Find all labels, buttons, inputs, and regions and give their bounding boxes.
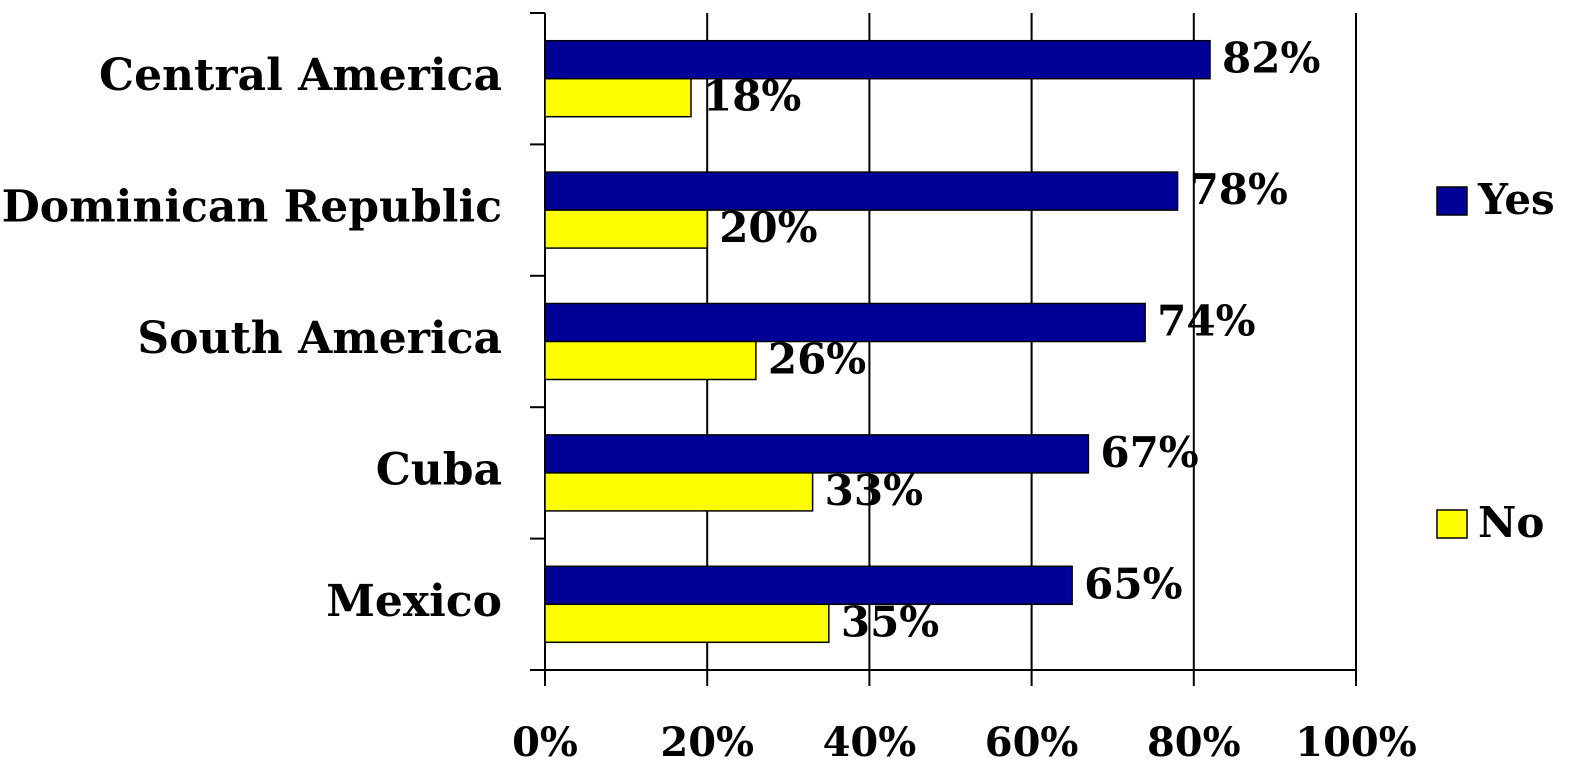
legend-label: Yes [1477,175,1555,224]
legend-swatch [1436,186,1468,216]
x-tick-label: 0% [512,719,578,766]
bar [544,77,692,118]
value-label: 65% [1084,559,1182,608]
value-label: 78% [1190,165,1288,214]
bar [544,302,1146,343]
bar [544,340,757,381]
y-tick-label: South America [137,313,502,364]
y-tick-label: Central America [99,50,502,101]
x-tick-label: 20% [660,719,754,766]
x-tick-label: 40% [823,719,917,766]
y-tick-label: Cuba [376,444,502,495]
legend-label: No [1478,498,1544,547]
legend-swatch [1436,509,1468,539]
bar [544,209,708,249]
bar [544,472,814,512]
bar [544,565,1073,606]
value-label: 20% [719,203,817,252]
x-tick-label: 100% [1295,719,1417,766]
value-label: 82% [1222,34,1320,83]
bar [544,434,1090,474]
bar [544,171,1179,211]
value-label: 26% [768,335,866,384]
value-label: 35% [841,597,939,646]
y-tick-label: Mexico [326,576,502,627]
bar [544,39,1211,80]
value-label: 18% [703,72,801,121]
value-label: 67% [1100,428,1198,477]
x-tick-label: 80% [1147,719,1241,766]
value-label: 74% [1157,297,1255,346]
bar [544,603,830,644]
value-label: 33% [825,466,923,515]
y-tick-label: Dominican Republic [2,182,502,233]
x-tick-label: 60% [985,719,1079,766]
